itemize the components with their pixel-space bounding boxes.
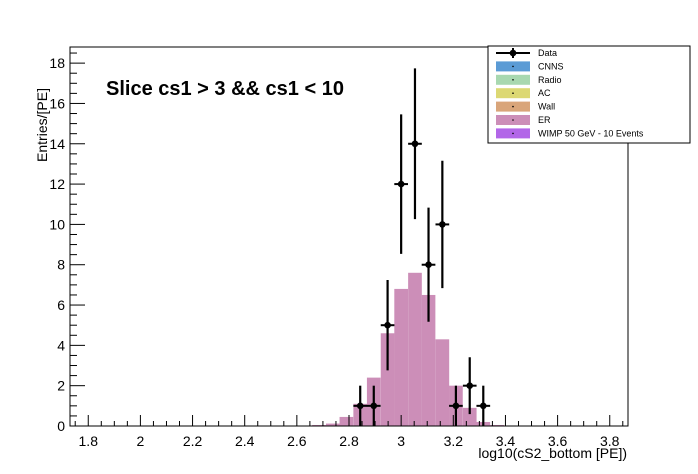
x-tick-label: 3.6 <box>548 433 568 449</box>
x-tick-label: 2.8 <box>339 433 359 449</box>
er-bar-7 <box>408 272 422 426</box>
y-tick-label: 6 <box>57 297 65 313</box>
er-bar-8 <box>421 294 436 426</box>
x-tick-label: 3.2 <box>444 433 464 449</box>
y-tick-label: 4 <box>57 337 65 353</box>
data-point-1 <box>366 385 381 426</box>
legend-label: WIMP 50 GeV - 10 Events <box>538 128 644 138</box>
er-bar-9 <box>435 339 450 426</box>
y-tick-label: 2 <box>57 378 65 394</box>
er-bar-1 <box>325 423 340 426</box>
legend-label: CNNS <box>538 61 564 71</box>
y-tick-label: 16 <box>49 95 65 111</box>
chart-title: Slice cs1 > 3 && cs1 < 10 <box>106 78 344 100</box>
er-bar-13 <box>490 424 504 426</box>
data-point-9 <box>476 385 491 426</box>
er-bar-2 <box>339 416 354 426</box>
data-points <box>353 68 491 426</box>
legend-entry-5: ER <box>496 115 551 125</box>
data-point-6 <box>435 160 450 289</box>
legend-entry-1: CNNS <box>496 61 564 72</box>
legend-label: Radio <box>538 75 562 85</box>
data-point-3 <box>394 114 408 254</box>
x-tick-label: 3.8 <box>600 433 620 449</box>
x-tick-label: 2.6 <box>287 433 307 449</box>
legend-entry-3: AC <box>496 88 551 99</box>
y-tick-label: 8 <box>57 257 65 273</box>
data-point-7 <box>449 385 463 426</box>
legend-label: ER <box>538 115 551 125</box>
data-point-8 <box>462 357 477 415</box>
y-axis: 0 2 4 6 8 10 12 14 16 18 <box>49 52 85 434</box>
er-bar-0 <box>312 424 326 426</box>
er-bar-5 <box>380 333 395 426</box>
data-point-4 <box>408 68 422 220</box>
data-point-5 <box>421 207 436 322</box>
legend-label: AC <box>538 88 551 98</box>
x-axis: 1.8 2 2.2 2.4 2.6 2.8 3 3.2 3.4 3.6 3.8 <box>74 415 624 449</box>
data-point-2 <box>380 280 395 371</box>
y-tick-label: 14 <box>49 136 65 152</box>
x-axis-label: log10(cS2_bottom [PE]) <box>478 445 627 461</box>
er-bar-6 <box>394 288 408 426</box>
legend-label: Data <box>538 48 557 58</box>
legend-entry-6: WIMP 50 GeV - 10 Events <box>496 128 644 139</box>
y-tick-label: 10 <box>49 216 65 232</box>
legend-entry-0: Data <box>496 48 557 58</box>
data-point-0 <box>353 385 368 426</box>
x-tick-label: 2.2 <box>183 433 203 449</box>
legend-entry-4: Wall <box>496 101 555 112</box>
x-tick-label: 1.8 <box>79 433 99 449</box>
legend: Data CNNS Radio AC Wall ER WIMP 50 GeV - 10 Ev… <box>487 45 691 144</box>
y-tick-label: 12 <box>49 176 65 192</box>
legend-label: Wall <box>538 102 555 112</box>
y-axis-label: Entries/[PE] <box>34 88 50 162</box>
x-tick-label: 3.4 <box>496 433 516 449</box>
legend-entry-2: Radio <box>496 74 562 85</box>
y-tick-label: 0 <box>57 418 65 434</box>
y-tick-label: 18 <box>49 55 65 71</box>
x-tick-label: 3 <box>397 433 405 449</box>
x-tick-label: 2 <box>137 433 145 449</box>
er-histogram <box>312 272 504 426</box>
x-tick-label: 2.4 <box>235 433 255 449</box>
